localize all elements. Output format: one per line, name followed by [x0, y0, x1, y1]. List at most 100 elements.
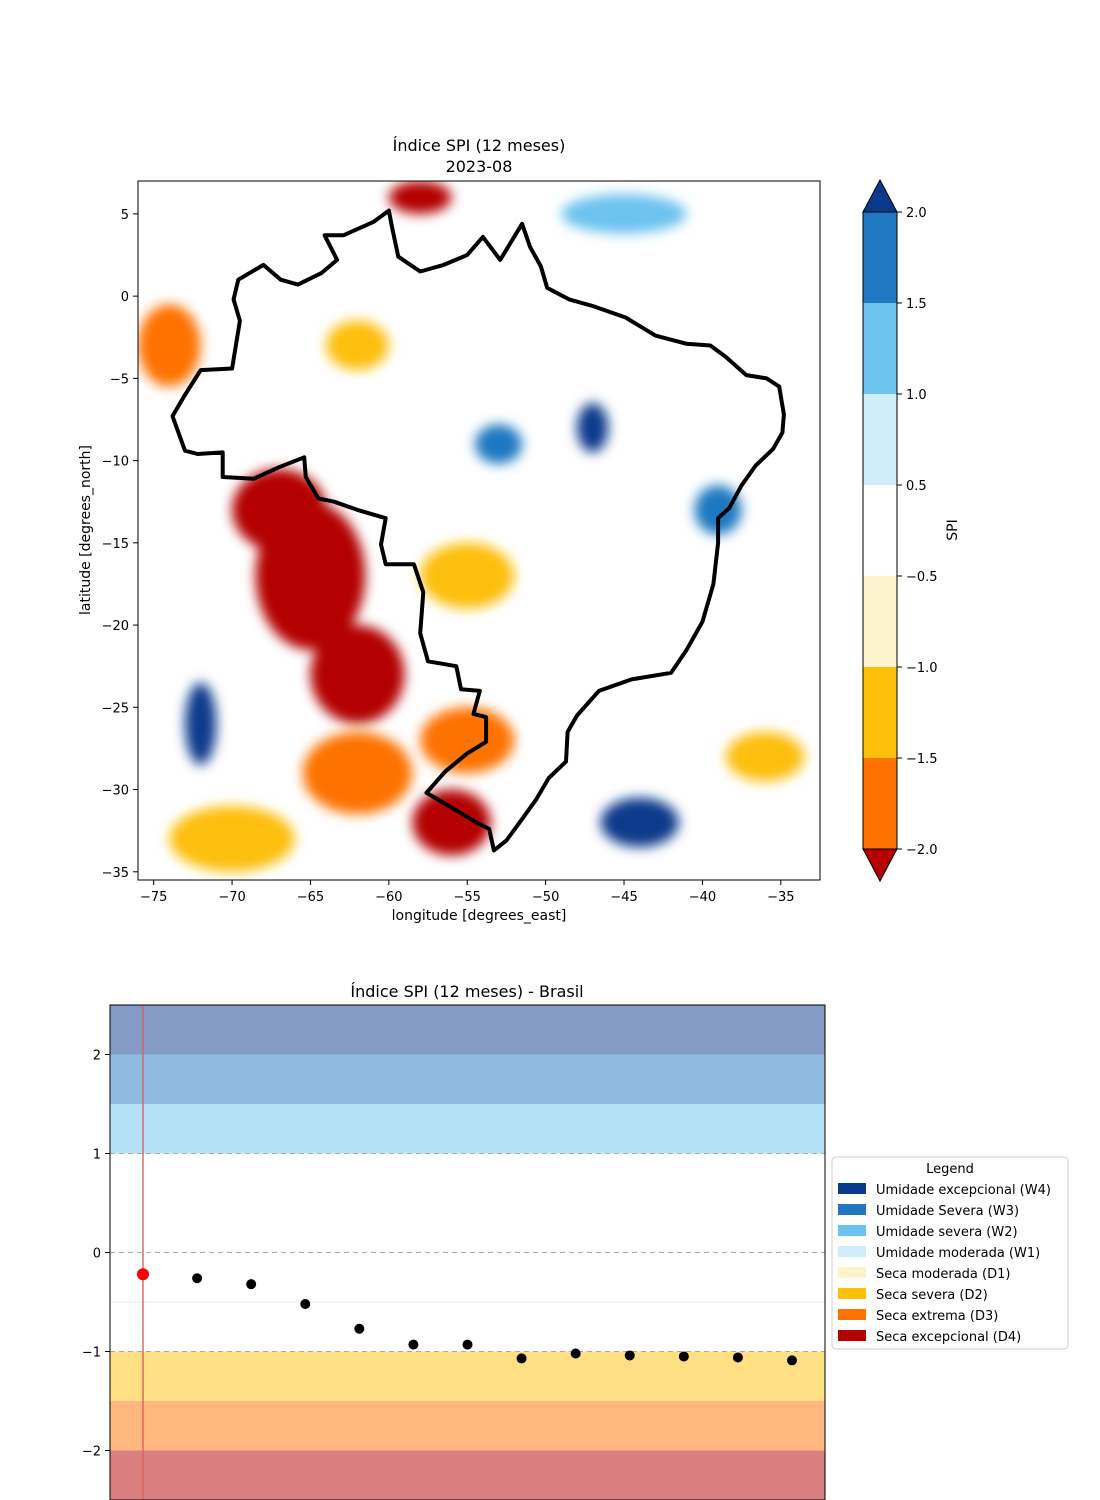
colorbar-frame [862, 211, 898, 850]
spi-anomaly-d3 [420, 707, 515, 774]
map-x-tick-label: −50 [532, 890, 559, 905]
spi-anomaly-w4 [600, 797, 679, 848]
colorbar-tick-label: 2.0 [906, 206, 927, 221]
ts-point [354, 1323, 365, 1334]
legend-box [831, 1156, 1069, 1350]
map-x-tick-label: −65 [297, 890, 324, 905]
colorbar-bin [863, 394, 897, 485]
spi-anomaly-w3 [475, 424, 523, 464]
ts-band [110, 1005, 825, 1055]
ts-y-axis: 2 1 0 −1 −2 [82, 1049, 110, 1460]
legend-label: Umidade excepcional (W4) [876, 1183, 1051, 1198]
colorbar-tick-label: 1.5 [906, 297, 927, 312]
spi-anomaly-layer [138, 181, 805, 872]
legend-swatch [838, 1246, 866, 1257]
ts-reference-lines [110, 1153, 825, 1352]
colorbar-extend-min [862, 848, 898, 883]
legend-label: Seca severa (D2) [876, 1288, 988, 1303]
map-y-tick-label: −35 [102, 866, 129, 881]
ts-point-current [137, 1268, 149, 1281]
ts-y-tick-label: −2 [82, 1445, 101, 1460]
legend-swatch [838, 1225, 866, 1236]
ts-y-tick-label: 2 [93, 1049, 101, 1064]
spi-anomaly-d2 [169, 805, 295, 872]
ts-point [192, 1273, 203, 1284]
colorbar-label: SPI [945, 519, 961, 540]
colorbar: 2.0 1.5 1.0 0.5 −0.5 −1.0 −1.5 −2.0 SPI [862, 178, 961, 883]
legend-label: Umidade Severa (W3) [876, 1204, 1019, 1219]
spi-anomaly-d4 [412, 789, 491, 856]
legend-label: Umidade severa (W2) [876, 1225, 1018, 1240]
legend-title: Legend [926, 1162, 974, 1177]
legend-swatch [838, 1288, 866, 1299]
spi-anomaly-d2 [725, 731, 805, 782]
map-y-axis: 5 0 −5 −10 −15 −20 −25 −30 −35 [102, 208, 138, 881]
spi-anomaly-w2 [561, 194, 687, 234]
spi-anomaly-d3 [302, 731, 413, 815]
spi-anomaly-d4 [310, 625, 405, 724]
spi-anomaly-d4 [232, 468, 327, 552]
map-subtitle: 2023-08 [446, 157, 513, 176]
colorbar-bin [863, 667, 897, 758]
ts-band [110, 1351, 825, 1401]
ts-point [570, 1348, 581, 1359]
ts-band [110, 1054, 825, 1104]
map-x-tick-label: −40 [689, 890, 716, 905]
ts-y-tick-label: −1 [82, 1346, 101, 1361]
colorbar-bin [863, 576, 897, 667]
ts-band [110, 1401, 825, 1451]
map-y-tick-label: −15 [102, 537, 129, 552]
map-x-tick-label: −55 [454, 890, 481, 905]
spi-anomaly-w3 [694, 485, 742, 535]
map-x-tick-label: −60 [375, 890, 402, 905]
map-y-tick-label: −20 [102, 619, 129, 634]
map-y-tick-label: 0 [121, 290, 129, 305]
map-y-tick-label: −5 [110, 372, 129, 387]
legend-swatch [838, 1267, 866, 1278]
colorbar-ticks: 2.0 1.5 1.0 0.5 −0.5 −1.0 −1.5 −2.0 [897, 206, 938, 858]
map-y-label: latitude [degrees_north] [78, 445, 94, 615]
spi-anomaly-d2 [326, 320, 389, 371]
colorbar-bin [863, 485, 897, 576]
legend-label: Umidade moderada (W1) [876, 1246, 1040, 1261]
legend-swatch [838, 1204, 866, 1215]
map-x-tick-label: −35 [767, 890, 794, 905]
colorbar-bin [863, 212, 897, 303]
legend-items: Umidade excepcional (W4) Umidade Severa (… [838, 1183, 1051, 1345]
ts-y-tick-label: 0 [93, 1247, 101, 1262]
spi-anomaly-w4 [185, 682, 217, 765]
ts-point [624, 1350, 635, 1361]
map-plot-area [138, 181, 820, 880]
colorbar-tick-label: −2.0 [906, 843, 938, 858]
legend-label: Seca moderada (D1) [876, 1267, 1010, 1282]
colorbar-bin [863, 303, 897, 394]
map-y-tick-label: −25 [102, 701, 129, 716]
colorbar-tick-label: 1.0 [906, 388, 927, 403]
ts-plot-area [110, 1005, 825, 1500]
ts-y-tick-label: 1 [93, 1148, 101, 1163]
map-x-label: longitude [degrees_east] [392, 908, 567, 924]
ts-point [462, 1339, 473, 1350]
legend-swatch [838, 1183, 866, 1194]
colorbar-bins [863, 212, 897, 849]
ts-point [787, 1355, 797, 1366]
colorbar-bin [863, 758, 897, 849]
legend-swatch [838, 1309, 866, 1320]
ts-point [678, 1351, 689, 1362]
spi-anomaly-w4 [576, 403, 609, 453]
ts-title: Índice SPI (12 meses) - Brasil [350, 982, 583, 1001]
map-y-tick-label: −30 [102, 784, 129, 799]
spi-anomaly-d2 [420, 542, 515, 609]
ts-category-bands [110, 1005, 825, 1500]
brazil-outline [170, 208, 786, 853]
ts-point [516, 1353, 527, 1364]
colorbar-tick-label: 0.5 [906, 479, 927, 494]
map-y-tick-label: 5 [121, 208, 129, 223]
legend-label: Seca extrema (D3) [876, 1309, 998, 1324]
map-x-tick-label: −75 [140, 890, 167, 905]
map-x-tick-label: −70 [218, 890, 245, 905]
ts-point [408, 1339, 419, 1350]
map-title: Índice SPI (12 meses) [393, 136, 566, 155]
map-frame [137, 180, 821, 881]
